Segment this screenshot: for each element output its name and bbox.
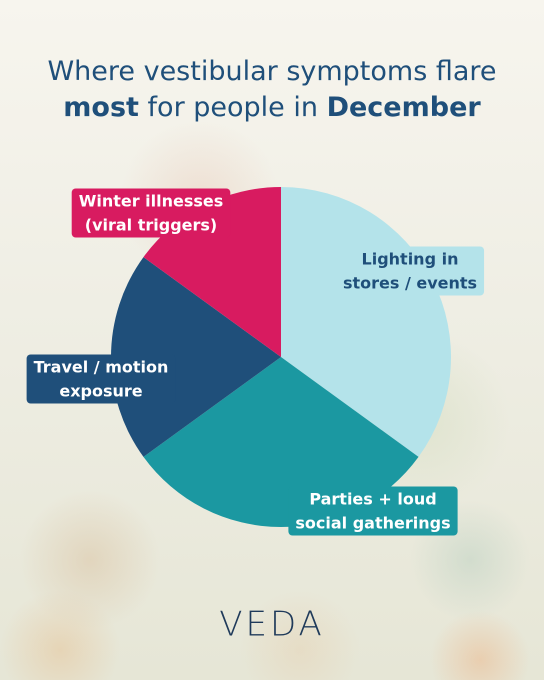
label-box bbox=[335, 246, 485, 296]
title-line: most for people in December bbox=[63, 92, 481, 123]
logo: VEDA bbox=[219, 605, 325, 645]
label-box bbox=[26, 354, 176, 404]
label-box bbox=[288, 486, 458, 536]
label-text: Travel / motion bbox=[34, 358, 169, 377]
slice-label: Travel / motion exposure bbox=[26, 354, 176, 404]
slice-label: Winter illnesses (viral triggers) bbox=[71, 188, 231, 238]
title-run: for people in bbox=[139, 92, 327, 123]
label-text: exposure bbox=[59, 382, 142, 401]
label-text: stores / events bbox=[343, 274, 477, 293]
pie-slice bbox=[111, 257, 282, 457]
slice-label: Lighting in stores / events bbox=[335, 246, 485, 296]
label-text: (viral triggers) bbox=[85, 216, 217, 235]
labels: Lighting in stores / events Parties + loud… bbox=[26, 188, 485, 536]
title-run: most bbox=[63, 92, 139, 123]
label-text: Winter illnesses bbox=[79, 192, 224, 211]
label-text: Parties + loud bbox=[309, 490, 436, 509]
title-run: December bbox=[327, 92, 482, 123]
label-text: social gatherings bbox=[295, 514, 450, 533]
label-box bbox=[71, 188, 231, 238]
pie-slice bbox=[143, 357, 419, 527]
slice-label: Parties + loud social gatherings bbox=[288, 486, 458, 536]
title-line: Where vestibular symptoms flare bbox=[47, 56, 496, 87]
label-text: Lighting in bbox=[362, 250, 459, 269]
title: Where vestibular symptoms flare most for … bbox=[47, 56, 496, 123]
title-run: Where vestibular symptoms flare bbox=[47, 56, 496, 87]
